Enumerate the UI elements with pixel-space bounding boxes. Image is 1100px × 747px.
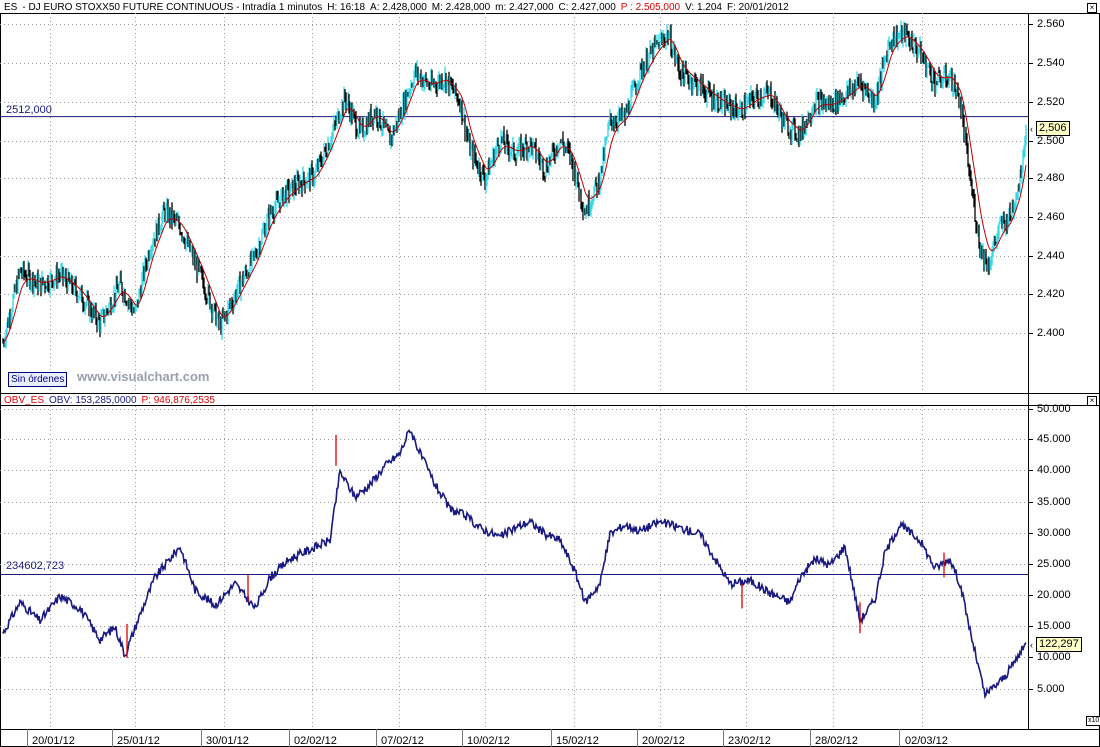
price-tick-label: 2.460 xyxy=(1037,211,1065,223)
date-tick-label: 25/01/12 xyxy=(117,735,160,747)
obv-tick-label: 10.000 xyxy=(1037,651,1071,663)
obv-tick-label: 50.000 xyxy=(1037,403,1071,415)
price-tick-label: 2.500 xyxy=(1037,135,1065,147)
sin-ordenes-button[interactable]: Sin órdenes xyxy=(8,372,68,387)
obv-line xyxy=(2,429,1027,700)
obv-tick-label: 30.000 xyxy=(1037,527,1071,539)
price-tick-label: 2.480 xyxy=(1037,172,1065,184)
date-tick-label: 28/02/12 xyxy=(815,735,858,747)
max-value: M: 2.428,000 xyxy=(431,2,491,13)
date-value: F: 20/01/2012 xyxy=(726,2,789,13)
last-obv-box: 122,297 xyxy=(1036,637,1082,652)
moving-average-line xyxy=(2,36,1027,343)
price-tick-label: 2.420 xyxy=(1037,288,1065,300)
scale-multiplier-label: x10 xyxy=(1086,716,1100,726)
obv-tick-label: 5.000 xyxy=(1037,683,1065,695)
obv-tick-label: 15.000 xyxy=(1037,620,1071,632)
symbol-label: ES xyxy=(4,2,18,13)
close-price-panel-button[interactable]: × xyxy=(1087,3,1097,13)
obv-previous: P: 946,876,2535 xyxy=(141,395,215,406)
date-tick-label: 07/02/12 xyxy=(381,735,424,747)
price-tick-label: 2.540 xyxy=(1037,57,1065,69)
price-tick-label: 2.520 xyxy=(1037,96,1065,108)
price-level-label: 2512,000 xyxy=(6,104,52,116)
date-tick-label: 23/02/12 xyxy=(728,735,771,747)
obv-value: OBV: 153,285,0000 xyxy=(49,395,137,406)
date-tick-label: 30/01/12 xyxy=(206,735,249,747)
volume-value: V: 1.204 xyxy=(685,2,722,13)
last-price-box: 2,506 xyxy=(1036,121,1070,136)
date-tick-label: 15/02/12 xyxy=(556,735,599,747)
obv-level-label: 234602,723 xyxy=(6,560,65,572)
price-tick-label: 2.400 xyxy=(1037,327,1065,339)
obv-tick-label: 45.000 xyxy=(1037,433,1071,445)
date-tick-label: 02/03/12 xyxy=(905,735,948,747)
date-tick-label: 02/02/12 xyxy=(294,735,337,747)
price-panel-header: ES - DJ EURO STOXX50 FUTURE CONTINUOUS - … xyxy=(4,2,794,14)
price-tick-label: 2.560 xyxy=(1037,18,1065,30)
previous-value: P : 2.505,000 xyxy=(620,2,681,13)
date-tick-label: 10/02/12 xyxy=(467,735,510,747)
obv-panel-header: OBV_ES OBV: 153,285,0000 P: 946,876,2535 xyxy=(4,395,220,407)
close-value: C: 2.427,000 xyxy=(558,2,616,13)
last-price-arrow: ‹ xyxy=(1030,124,1033,134)
date-tick-label: 20/02/12 xyxy=(642,735,685,747)
open-value: A: 2.428,000 xyxy=(370,2,427,13)
last-obv-arrow: ‹ xyxy=(1030,640,1033,650)
date-tick-label: 20/01/12 xyxy=(32,735,75,747)
price-tick-label: 2.440 xyxy=(1037,250,1065,262)
close-obv-panel-button[interactable]: × xyxy=(1087,396,1097,406)
min-value: m: 2.427,000 xyxy=(495,2,554,13)
watermark-text: www.visualchart.com xyxy=(77,369,210,384)
obv-tick-label: 20.000 xyxy=(1037,589,1071,601)
obv-name: OBV_ES xyxy=(4,395,45,406)
high-time: H: 16:18 xyxy=(327,2,366,13)
obv-tick-label: 35.000 xyxy=(1037,496,1071,508)
obv-tick-label: 25.000 xyxy=(1037,558,1071,570)
obv-tick-label: 40.000 xyxy=(1037,464,1071,476)
instrument-title: - DJ EURO STOXX50 FUTURE CONTINUOUS - In… xyxy=(22,2,323,13)
